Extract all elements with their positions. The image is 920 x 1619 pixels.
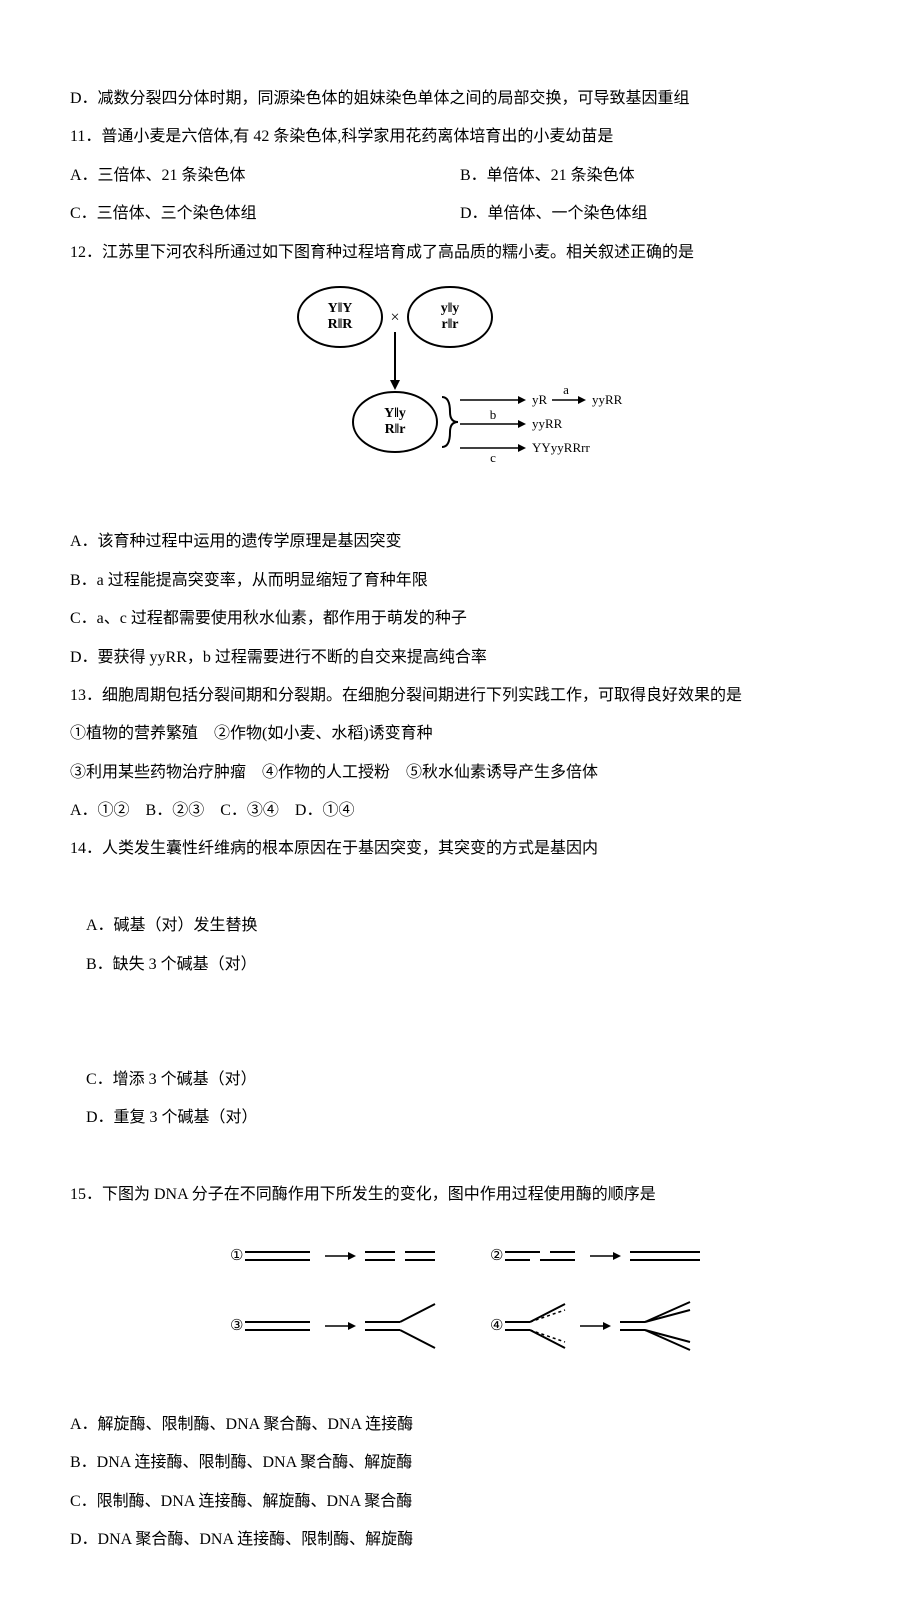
q11-option-d: D．单倍体、一个染色体组 bbox=[460, 195, 850, 233]
q12-figure: YǁY RǁR yǁy rǁr × Yǁy Rǁr yR a yyRR bbox=[70, 282, 850, 507]
svg-text:②: ② bbox=[490, 1248, 503, 1264]
svg-text:rǁr: rǁr bbox=[442, 317, 459, 332]
q12-stem: 12．江苏里下河农科所通过如下图育种过程培育成了高品质的糯小麦。相关叙述正确的是 bbox=[70, 234, 850, 272]
q11-option-a: A．三倍体、21 条染色体 bbox=[70, 157, 460, 195]
exam-page: D．减数分裂四分体时期，同源染色体的姐妹染色单体之间的局部交换，可导致基因重组 … bbox=[0, 0, 920, 1619]
svg-text:④: ④ bbox=[490, 1318, 503, 1334]
q15-option-c: C．限制酶、DNA 连接酶、解旋酶、DNA 聚合酶 bbox=[70, 1483, 850, 1521]
svg-text:Rǁr: Rǁr bbox=[385, 422, 406, 437]
q14-stem: 14．人类发生囊性纤维病的根本原因在于基因突变，其突变的方式是基因内 bbox=[70, 830, 850, 868]
q13-line3: ③利用某些药物治疗肿瘤 ④作物的人工授粉 ⑤秋水仙素诱导产生多倍体 bbox=[70, 754, 850, 792]
q12-option-a: A．该育种过程中运用的遗传学原理是基因突变 bbox=[70, 523, 850, 561]
q12-option-d: D．要获得 yyRR，b 过程需要进行不断的自交来提高纯合率 bbox=[70, 639, 850, 677]
q13-line2: ①植物的营养繁殖 ②作物(如小麦、水稻)诱变育种 bbox=[70, 715, 850, 753]
svg-text:YǁY: YǁY bbox=[328, 301, 353, 316]
q14-option-b: B．缺失 3 个碱基（对） bbox=[86, 956, 257, 973]
q14-option-a: A．碱基（对）发生替换 bbox=[86, 917, 258, 934]
svg-text:yyRR: yyRR bbox=[592, 392, 623, 407]
q13-options: A．①② B．②③ C．③④ D．①④ bbox=[70, 792, 850, 830]
q11-row1: A．三倍体、21 条染色体 B．单倍体、21 条染色体 bbox=[70, 157, 850, 195]
q14-row1: A．碱基（对）发生替换 B．缺失 3 个碱基（对） bbox=[70, 869, 850, 1023]
q10-option-d: D．减数分裂四分体时期，同源染色体的姐妹染色单体之间的局部交换，可导致基因重组 bbox=[70, 80, 850, 118]
q15-figure: ① ② ③ bbox=[70, 1224, 850, 1389]
q11-row2: C．三倍体、三个染色体组 D．单倍体、一个染色体组 bbox=[70, 195, 850, 233]
q15-option-d: D．DNA 聚合酶、DNA 连接酶、限制酶、解旋酶 bbox=[70, 1521, 850, 1559]
q13-stem: 13．细胞周期包括分裂间期和分裂期。在细胞分裂间期进行下列实践工作，可取得良好效… bbox=[70, 677, 850, 715]
q11-option-b: B．单倍体、21 条染色体 bbox=[460, 157, 850, 195]
svg-text:YYyyRRrr: YYyyRRrr bbox=[532, 440, 590, 455]
q14-option-c: C．增添 3 个碱基（对） bbox=[86, 1071, 257, 1088]
svg-text:①: ① bbox=[230, 1248, 243, 1264]
q15-option-a: A．解旋酶、限制酶、DNA 聚合酶、DNA 连接酶 bbox=[70, 1406, 850, 1444]
svg-text:③: ③ bbox=[230, 1318, 243, 1334]
q11-stem: 11．普通小麦是六倍体,有 42 条染色体,科学家用花药离体培育出的小麦幼苗是 bbox=[70, 118, 850, 156]
q12-option-c: C．a、c 过程都需要使用秋水仙素，都作用于萌发的种子 bbox=[70, 600, 850, 638]
svg-text:yyRR: yyRR bbox=[532, 416, 563, 431]
svg-text:×: × bbox=[390, 309, 399, 326]
q12-option-b: B．a 过程能提高突变率，从而明显缩短了育种年限 bbox=[70, 562, 850, 600]
svg-text:c: c bbox=[490, 450, 496, 465]
svg-text:yR: yR bbox=[532, 392, 548, 407]
q15-option-b: B．DNA 连接酶、限制酶、DNA 聚合酶、解旋酶 bbox=[70, 1444, 850, 1482]
svg-text:Yǁy: Yǁy bbox=[384, 406, 406, 421]
q14-row2: C．增添 3 个碱基（对） D．重复 3 个碱基（对） bbox=[70, 1022, 850, 1176]
svg-text:RǁR: RǁR bbox=[328, 317, 354, 332]
q15-stem: 15．下图为 DNA 分子在不同酶作用下所发生的变化，图中作用过程使用酶的顺序是 bbox=[70, 1176, 850, 1214]
q14-option-d: D．重复 3 个碱基（对） bbox=[86, 1109, 258, 1126]
q11-option-c: C．三倍体、三个染色体组 bbox=[70, 195, 460, 233]
svg-text:a: a bbox=[563, 382, 569, 397]
svg-text:b: b bbox=[490, 407, 497, 422]
svg-text:yǁy: yǁy bbox=[441, 301, 460, 316]
